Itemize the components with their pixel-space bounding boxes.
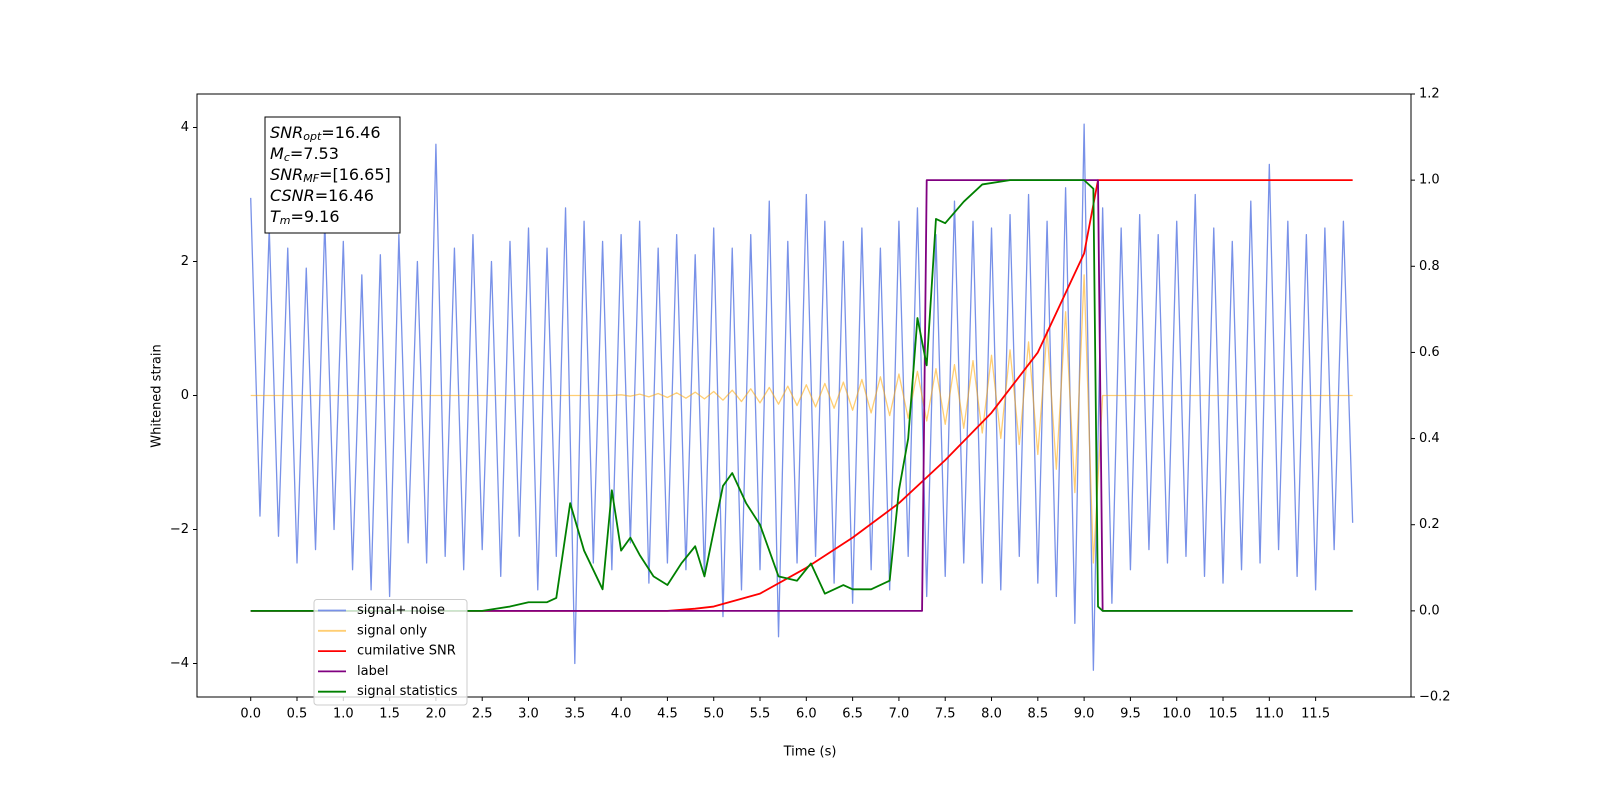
y-tick-label: 4 <box>181 120 189 135</box>
legend-label: signal only <box>357 623 427 638</box>
x-tick-label: 9.5 <box>1120 707 1141 722</box>
x-tick-label: 4.5 <box>657 707 678 722</box>
x-tick-label: 5.0 <box>703 707 724 722</box>
y2-tick-label: 1.0 <box>1419 173 1440 188</box>
series-line <box>250 179 1353 612</box>
annotation-text: =16.46 <box>321 123 380 142</box>
y2-tick-label: 0.6 <box>1419 345 1440 360</box>
y-tick-label: −2 <box>170 522 189 537</box>
x-tick-label: 10.5 <box>1209 707 1238 722</box>
annotation-symbol: SNR <box>270 165 303 184</box>
x-tick-label: 7.5 <box>935 707 956 722</box>
x-tick-label: 2.0 <box>426 707 447 722</box>
annotation-symbol: T <box>270 207 281 226</box>
annotation-line: CSNR=16.46 <box>270 186 374 205</box>
x-tick-label: 9.0 <box>1074 707 1095 722</box>
y-axis-label: Whitened strain <box>150 344 165 447</box>
x-tick-label: 8.0 <box>981 707 1002 722</box>
annotation-sub: m <box>280 214 291 227</box>
y2-tick-label: −0.2 <box>1419 690 1451 705</box>
y2-tick-label: 1.2 <box>1419 87 1440 102</box>
series-line <box>250 123 1354 671</box>
y2-tick-label: 0.8 <box>1419 259 1440 274</box>
y-tick-label: 2 <box>181 254 189 269</box>
x-axis-label: Time (s) <box>783 745 837 760</box>
y2-tick-label: 0.4 <box>1419 431 1440 446</box>
x-tick-label: 2.5 <box>472 707 493 722</box>
legend-label: cumilative SNR <box>357 644 456 659</box>
annotation: SNRopt=16.46Mc=7.53SNRMF=[16.65]CSNR=16.… <box>264 116 401 234</box>
x-tick-label: 7.0 <box>889 707 910 722</box>
x-tick-label: 8.5 <box>1027 707 1048 722</box>
x-tick-label: 1.0 <box>333 707 354 722</box>
x-tick-label: 3.5 <box>564 707 585 722</box>
x-tick-label: 3.0 <box>518 707 539 722</box>
x-tick-label: 10.0 <box>1162 707 1191 722</box>
x-tick-label: 6.0 <box>796 707 817 722</box>
y2-tick-label: 0.0 <box>1419 603 1440 618</box>
annotation-line: Tm=9.16 <box>270 207 340 228</box>
annotation-symbol: SNR <box>270 123 303 142</box>
annotation-text: =7.53 <box>290 144 339 163</box>
legend-label: signal statistics <box>357 684 458 699</box>
annotation-symbol: CSNR <box>270 186 315 205</box>
x-tick-label: 0.0 <box>240 707 261 722</box>
legend-label: label <box>357 664 388 679</box>
annotation-text: =9.16 <box>291 207 340 226</box>
annotation-box <box>264 116 401 234</box>
legend-label: signal+ noise <box>357 603 445 618</box>
annotation-sub: opt <box>303 130 322 143</box>
annotation-sub: MF <box>303 172 319 185</box>
x-tick-label: 11.0 <box>1255 707 1284 722</box>
x-tick-label: 1.5 <box>379 707 400 722</box>
series-line <box>250 274 1353 564</box>
annotation-line: SNRMF=[16.65] <box>270 165 391 186</box>
annotation-symbol: M <box>270 144 284 163</box>
annotation-text: =[16.65] <box>319 165 391 184</box>
legend-frame <box>313 599 468 706</box>
x-tick-label: 11.5 <box>1301 707 1330 722</box>
annotation-sub: c <box>284 151 290 164</box>
x-tick-label: 4.0 <box>611 707 632 722</box>
annotation-line: SNRopt=16.46 <box>270 123 381 144</box>
legend: signal+ noise signal only cumilative SNR la… <box>313 599 468 706</box>
y-tick-label: 0 <box>181 388 189 403</box>
annotation-line: Mc=7.53 <box>270 144 339 165</box>
x-tick-label: 0.5 <box>287 707 308 722</box>
y-tick-label: −4 <box>170 656 189 671</box>
x-tick-label: 5.5 <box>750 707 771 722</box>
y2-tick-label: 0.2 <box>1419 517 1440 532</box>
annotation-text: =16.46 <box>315 186 374 205</box>
x-tick-label: 6.5 <box>842 707 863 722</box>
